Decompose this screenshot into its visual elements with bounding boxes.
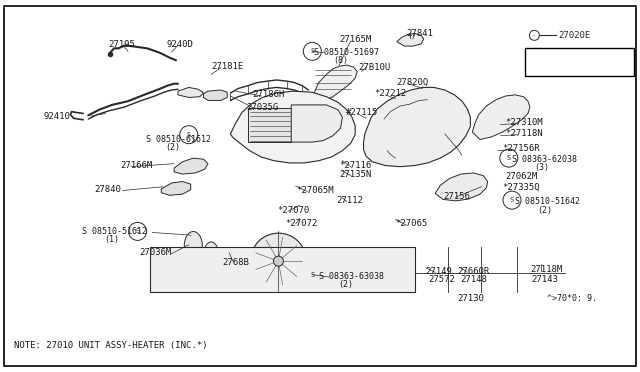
Text: 9240D: 9240D	[166, 40, 193, 49]
Text: (3): (3)	[534, 163, 549, 172]
Text: 27840: 27840	[95, 185, 122, 194]
Polygon shape	[230, 91, 355, 163]
Polygon shape	[312, 65, 357, 100]
Polygon shape	[248, 108, 291, 142]
Text: S: S	[310, 48, 314, 54]
Text: 27112: 27112	[336, 196, 363, 205]
Text: (2): (2)	[165, 143, 180, 152]
Text: NOTE: 27010 UNIT ASSY-HEATER (INC.*): NOTE: 27010 UNIT ASSY-HEATER (INC.*)	[14, 341, 207, 350]
Text: *27065: *27065	[396, 219, 428, 228]
Text: S: S	[136, 228, 140, 234]
Circle shape	[500, 149, 518, 167]
Text: *27118N: *27118N	[506, 129, 543, 138]
Text: (2): (2)	[338, 280, 353, 289]
Text: ^>70*0: 9.: ^>70*0: 9.	[547, 294, 597, 303]
Circle shape	[180, 126, 198, 144]
Text: *27212: *27212	[374, 89, 406, 98]
Text: *27072: *27072	[285, 219, 317, 228]
Text: 27186H: 27186H	[253, 90, 285, 99]
Text: 27020E: 27020E	[558, 31, 591, 40]
Text: S: S	[310, 272, 314, 278]
Text: 27572: 27572	[429, 275, 456, 284]
Text: S: S	[510, 197, 514, 203]
Text: 27B10U: 27B10U	[358, 63, 390, 72]
Text: 27165M: 27165M	[339, 35, 371, 44]
Text: S 08363-63038: S 08363-63038	[319, 272, 384, 280]
Text: 27181E: 27181E	[211, 62, 243, 71]
Text: 27820Q: 27820Q	[397, 78, 429, 87]
Text: 27841: 27841	[406, 29, 433, 38]
Text: *27116: *27116	[339, 161, 371, 170]
Text: 27149: 27149	[426, 267, 452, 276]
Circle shape	[503, 191, 521, 209]
Text: 27166M: 27166M	[120, 161, 152, 170]
Text: S: S	[187, 132, 191, 138]
Ellipse shape	[184, 231, 202, 260]
Text: S 08510-51642: S 08510-51642	[515, 197, 580, 206]
Polygon shape	[435, 173, 488, 201]
Text: 27195: 27195	[109, 40, 136, 49]
Text: *27156R: *27156R	[502, 144, 540, 153]
Text: (2): (2)	[538, 206, 552, 215]
Circle shape	[250, 233, 307, 289]
Circle shape	[129, 222, 147, 240]
Polygon shape	[291, 105, 342, 142]
Text: S 08510-51612: S 08510-51612	[82, 227, 147, 236]
Text: S 08363-62038: S 08363-62038	[512, 155, 577, 164]
Polygon shape	[174, 158, 208, 174]
Text: 27660R: 27660R	[458, 267, 490, 276]
Polygon shape	[472, 95, 530, 140]
Text: 27035G: 27035G	[246, 103, 278, 112]
Circle shape	[273, 256, 284, 266]
Text: *27065M: *27065M	[296, 186, 334, 195]
Text: 27148: 27148	[461, 275, 488, 284]
Circle shape	[529, 31, 540, 40]
Text: S: S	[507, 155, 511, 161]
Text: 27143: 27143	[531, 275, 558, 284]
Text: (8): (8)	[333, 56, 348, 65]
Text: *27335Q: *27335Q	[502, 183, 540, 192]
Text: 27118M: 27118M	[530, 265, 562, 274]
Ellipse shape	[204, 242, 218, 264]
Circle shape	[303, 266, 321, 284]
Text: 27036M: 27036M	[140, 248, 172, 257]
Text: *27070: *27070	[277, 206, 309, 215]
Text: S 08510-51697: S 08510-51697	[314, 48, 379, 57]
Polygon shape	[161, 182, 191, 195]
Bar	[525, 48, 634, 76]
Text: 27156: 27156	[444, 192, 470, 201]
Bar	[150, 247, 415, 292]
Text: #27115: #27115	[346, 108, 378, 117]
Text: 27135N: 27135N	[339, 170, 371, 179]
Text: –: –	[533, 33, 536, 38]
Polygon shape	[178, 87, 204, 97]
Polygon shape	[397, 33, 424, 46]
Text: *27310M: *27310M	[506, 118, 543, 126]
Text: 2768B: 2768B	[223, 258, 250, 267]
Text: 27062M: 27062M	[506, 172, 538, 181]
Text: 92410: 92410	[44, 112, 70, 121]
Text: (1): (1)	[104, 235, 119, 244]
Circle shape	[303, 42, 321, 60]
Polygon shape	[364, 87, 470, 167]
Polygon shape	[204, 90, 227, 100]
Text: S 08510-61612: S 08510-61612	[146, 135, 211, 144]
Text: 27130: 27130	[458, 294, 484, 303]
